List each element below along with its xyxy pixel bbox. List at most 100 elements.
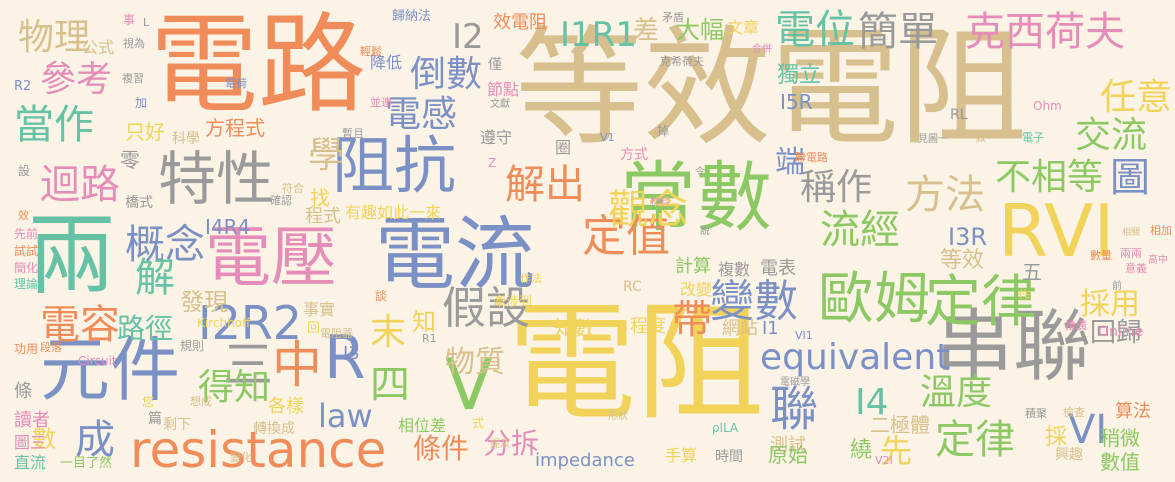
- word-作: 作: [1018, 289, 1032, 304]
- word-VI1: VI1: [795, 329, 813, 342]
- word-物質: 物質: [445, 345, 505, 380]
- word-兩兩: 兩兩: [1120, 247, 1142, 260]
- word-概念: 概念: [125, 222, 205, 268]
- word-圖: 圖: [1110, 155, 1150, 201]
- word-I3R: I3R: [948, 223, 988, 251]
- word-克希荷夫: 克希荷夫: [660, 55, 704, 68]
- word-電荷: 電荷: [225, 77, 247, 90]
- word-等效: 等效: [940, 248, 985, 273]
- word-測試: 測試: [770, 435, 806, 456]
- word-等效電阻: 等效電阻: [515, 14, 1028, 163]
- word-I1R1: I1R1: [560, 15, 637, 55]
- word-假設: 假設: [442, 283, 530, 334]
- word-程度: 程度: [630, 316, 666, 337]
- word-文章: 文章: [727, 18, 760, 37]
- word-Ohm: Ohm: [1033, 99, 1062, 113]
- word-不相等: 不相等: [995, 157, 1104, 198]
- word-採: 採: [1045, 425, 1068, 450]
- word-參考: 參考: [40, 59, 113, 100]
- word-數值: 數值: [1100, 450, 1140, 474]
- word-矛盾: 矛盾: [662, 11, 684, 24]
- word-試試: 試試: [14, 244, 39, 258]
- word-只好: 只好: [125, 120, 165, 144]
- word-篇: 篇: [148, 411, 162, 427]
- word-先前: 先前: [14, 227, 39, 241]
- word-任意: 任意: [1100, 77, 1173, 118]
- word-稍微: 稍微: [1100, 426, 1140, 450]
- word-零: 零: [120, 148, 140, 172]
- word-節點: 節點: [487, 80, 520, 99]
- word-Online: Online: [1098, 324, 1144, 340]
- word-如此一來: 如此一來: [377, 203, 442, 222]
- word-電阻: 電阻: [508, 289, 765, 438]
- word-科學: 科學: [172, 131, 200, 147]
- word-做: 做: [975, 131, 986, 144]
- word-加: 加: [135, 96, 148, 110]
- word-公式: 公式: [82, 38, 115, 57]
- word-稱作: 稱作: [800, 167, 873, 208]
- word-電流: 電流: [375, 208, 535, 301]
- word-五: 五: [1022, 260, 1042, 284]
- word-遵守: 遵守: [480, 128, 513, 147]
- word-RC: RC: [623, 279, 642, 295]
- word-I3: I3: [343, 343, 360, 364]
- word-複習: 複習: [122, 72, 144, 85]
- word-前: 前: [1112, 281, 1122, 292]
- word-特性: 特性: [158, 145, 275, 213]
- word-並連: 並連: [370, 96, 392, 109]
- word-迴路: 迴路: [40, 162, 120, 208]
- word-電位: 電位: [775, 7, 855, 53]
- word-Circuit: Circuit: [78, 354, 117, 368]
- word-V1: V1: [600, 131, 615, 144]
- word-常數: 常數: [620, 153, 772, 242]
- word-一目了然: 一目了然: [60, 456, 113, 471]
- word-溫度: 溫度: [920, 372, 993, 413]
- word-I5R: I5R: [780, 90, 813, 114]
- word-相位差: 相位差: [398, 416, 447, 435]
- word-設: 設: [18, 164, 31, 178]
- word-想成: 想成: [190, 395, 212, 408]
- word-數量: 數量: [1090, 249, 1112, 262]
- word-Kirchhoff: Kirchhoff: [197, 316, 251, 330]
- word-談: 談: [375, 289, 388, 303]
- word-知: 知: [412, 308, 436, 336]
- word-發現: 發現: [180, 288, 228, 316]
- word-原始: 原始: [768, 443, 808, 467]
- word-L: L: [143, 16, 150, 29]
- word-手算: 手算: [665, 446, 698, 465]
- word-倒數: 倒數: [410, 54, 483, 95]
- word-兩: 兩: [28, 204, 117, 307]
- word-resistance: resistance: [130, 421, 387, 479]
- word-分拆: 分拆: [483, 427, 540, 460]
- word-改變: 改變: [680, 280, 713, 299]
- word-程式: 程式: [305, 206, 341, 227]
- word-效電阻: 效電阻: [493, 12, 547, 33]
- word-掉: 掉: [657, 124, 670, 138]
- word-相關: 相關: [1122, 228, 1141, 238]
- word-符合: 符合: [282, 182, 304, 195]
- word-law: law: [318, 397, 373, 435]
- word-輕鬆: 輕鬆: [360, 45, 382, 58]
- word-暫且: 暫且: [342, 127, 364, 140]
- word-網站: 網站: [722, 318, 758, 339]
- word-電感: 電感: [385, 94, 458, 135]
- word-回: 回: [307, 321, 321, 336]
- word-電壓: 電壓: [205, 219, 337, 296]
- word-端: 端: [775, 145, 805, 180]
- word-學: 學: [308, 135, 345, 176]
- word-I2: I2: [452, 17, 484, 57]
- word-定律: 定律: [935, 417, 1015, 463]
- word-採用: 採用: [1080, 287, 1140, 322]
- word-直流: 直流: [14, 453, 47, 472]
- word-歐姆: 歐姆: [818, 267, 930, 332]
- word-提及: 提及: [490, 439, 510, 450]
- word-歸納法: 歸納法: [392, 9, 432, 24]
- word-推廣: 推廣: [1065, 319, 1087, 332]
- word-當作: 當作: [14, 102, 94, 148]
- word-電路: 電路: [150, 3, 367, 128]
- word-阻抗: 阻抗: [332, 129, 457, 202]
- word-串聯: 串聯: [935, 302, 1092, 392]
- word-說: 說: [700, 226, 710, 237]
- word-三: 三: [223, 336, 273, 394]
